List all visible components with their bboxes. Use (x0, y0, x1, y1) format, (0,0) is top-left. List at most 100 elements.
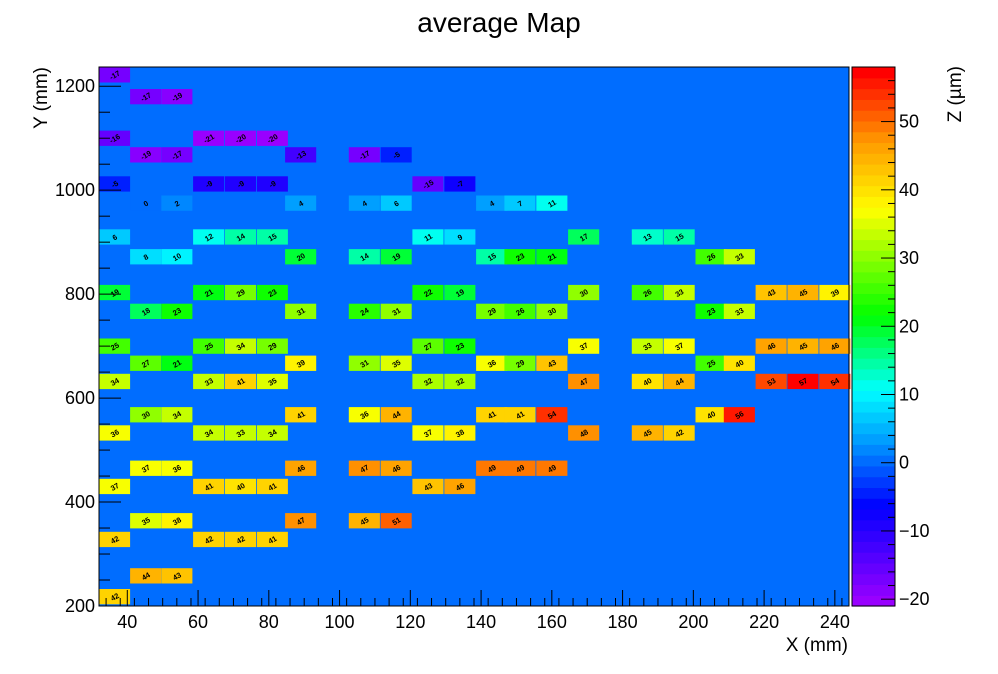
x-axis-title: X (mm) (786, 635, 848, 656)
cell-value-label: 30 (546, 306, 558, 318)
heatmap-cell (695, 355, 727, 371)
heatmap-cell (99, 425, 131, 441)
cell-value-label: 31 (359, 358, 371, 370)
cell-value-label: 11 (423, 232, 434, 244)
heatmap-cell (161, 460, 193, 476)
heatmap-cell (256, 284, 288, 301)
heatmap-cell (256, 478, 288, 495)
heatmap-cells: -17-17 -19-16 -21 -20 -20-19 -17 -13 -17 -5-5 -9-… (99, 67, 851, 605)
x-tick-label: 160 (537, 612, 567, 632)
cell-value-label: 43 (422, 481, 434, 493)
cell-value-label: 0 (142, 199, 150, 209)
cell-value-label: 4 (297, 198, 306, 208)
cell-value-label: 30 (578, 287, 590, 299)
cell-value-label: 33 (203, 376, 215, 388)
heatmap-cell (819, 338, 851, 354)
palette-swatch (852, 207, 895, 219)
cell-value-label: 4 (360, 198, 369, 208)
y-tick-label: 200 (65, 596, 95, 616)
cell-value-label: 29 (235, 287, 247, 299)
cell-value-label: 46 (829, 341, 841, 353)
heatmap-cell (99, 531, 131, 548)
heatmap-cell (663, 229, 695, 245)
cell-value-label: 33 (235, 427, 247, 439)
heatmap-cell (224, 425, 256, 441)
heatmap-cell (504, 249, 536, 265)
heatmap-cell (161, 89, 193, 105)
cell-value-label: 27 (422, 341, 434, 353)
palette-swatch (852, 336, 895, 348)
heatmap-cell (723, 303, 755, 319)
cell-value-label: 51 (391, 515, 403, 527)
heatmap-cell (663, 425, 695, 441)
cell-value-label: 33 (734, 251, 746, 263)
palette-swatch (852, 196, 895, 208)
cell-value-label: 41 (267, 481, 279, 493)
cell-value-label: 49 (514, 463, 526, 475)
heatmap-cell (348, 147, 380, 163)
cell-value-label: 48 (578, 427, 590, 439)
cell-value-label: 43 (766, 287, 778, 299)
heatmap-cell (256, 229, 288, 245)
cell-value-label: 25 (109, 341, 121, 353)
palette-swatch (852, 433, 895, 445)
heatmap-cell (224, 130, 256, 146)
cell-value-label: 6 (111, 232, 119, 242)
heatmap-cell (130, 513, 162, 529)
heatmap-cell (193, 229, 225, 245)
cell-value-label: 26 (514, 306, 526, 318)
heatmap-cell (568, 425, 600, 441)
heatmap-cell (380, 407, 412, 423)
palette-swatch (852, 411, 895, 424)
heatmap-cell (224, 531, 256, 548)
cell-value-label: 37 (422, 427, 434, 439)
cell-value-label: 33 (674, 287, 686, 299)
z-tick-label: 30 (899, 248, 919, 268)
cell-value-label: -9 (236, 179, 246, 190)
cell-value-label: 8 (142, 252, 150, 262)
heatmap-cell (99, 130, 131, 146)
heatmap-cell (787, 284, 819, 301)
palette-swatch (852, 164, 895, 176)
cell-value-label: 26 (642, 287, 654, 299)
heatmap-cell (695, 303, 727, 319)
x-tick-label: 220 (749, 612, 779, 632)
cell-value-label: 45 (359, 515, 371, 527)
palette-swatch (852, 465, 895, 478)
x-tick-label: 120 (395, 612, 425, 632)
palette-swatch (852, 573, 895, 586)
x-tick-label: 60 (188, 612, 208, 632)
cell-value-label: 27 (140, 358, 152, 370)
x-tick-label: 200 (678, 612, 708, 632)
heatmap-cell (256, 130, 288, 146)
cell-value-label: 46 (391, 463, 403, 475)
cell-value-label: 38 (171, 515, 183, 527)
heatmap-cell (224, 373, 256, 390)
cell-value-label: 2 (173, 199, 181, 209)
heatmap-cell (504, 355, 536, 371)
heatmap-cell (130, 249, 162, 265)
heatmap-cell (631, 229, 663, 245)
heatmap-cell (568, 229, 600, 245)
cell-value-label: 38 (454, 427, 466, 439)
x-tick-label: 80 (259, 612, 279, 632)
cell-value-label: 53 (766, 376, 778, 388)
heatmap-cell (285, 303, 317, 319)
cell-value-label: 57 (797, 376, 809, 388)
cell-value-label: 41 (514, 409, 526, 421)
cell-value-label: 41 (203, 481, 215, 493)
palette-swatch (852, 131, 895, 144)
heatmap-cell (536, 460, 568, 476)
cell-value-label: 19 (109, 287, 121, 299)
z-tick-label: 0 (899, 453, 909, 473)
heatmap-cell (568, 284, 600, 301)
heatmap-cell (723, 355, 755, 371)
palette-swatch (852, 67, 895, 79)
x-tick-label: 140 (466, 612, 496, 632)
cell-value-label: 25 (203, 341, 215, 353)
z-tick-label: 20 (899, 316, 919, 336)
heatmap-cell (285, 249, 317, 265)
heatmap-cell (224, 284, 256, 301)
cell-value-label: 36 (359, 409, 371, 421)
cell-value-label: 31 (295, 306, 307, 318)
